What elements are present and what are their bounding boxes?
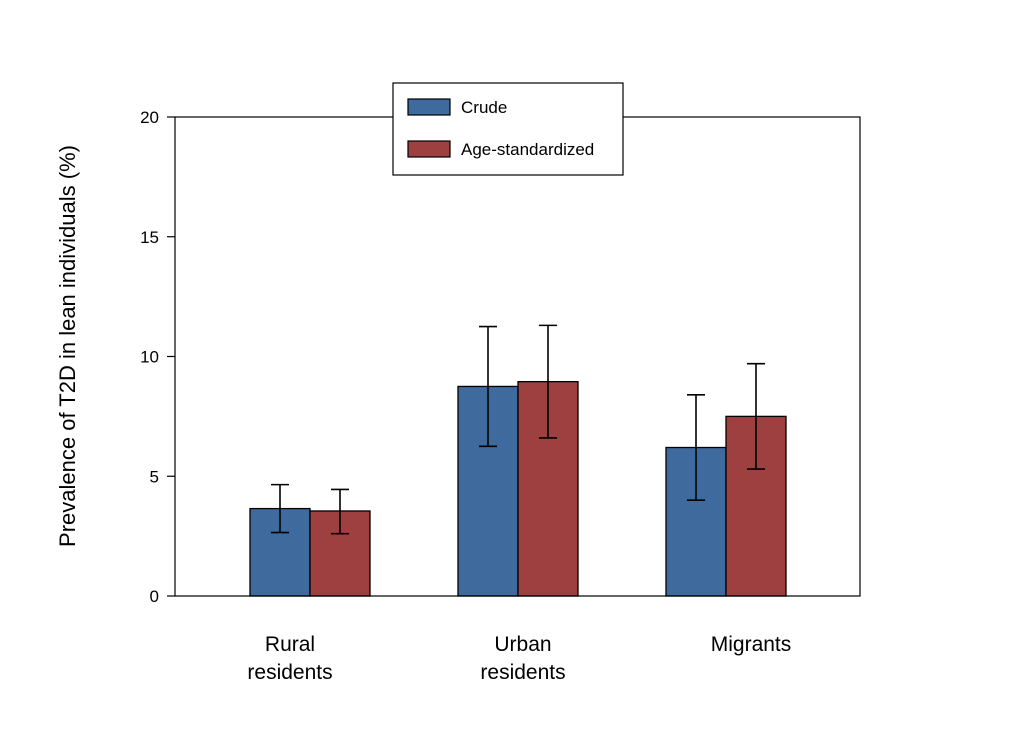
x-tick-label-line: Urban [494,633,551,656]
y-tick-label: 20 [140,108,159,127]
legend-swatch [407,140,451,158]
legend-label: Age-standardized [461,140,594,159]
y-tick-label: 10 [140,348,159,367]
x-tick-label: Urban residents [480,633,565,684]
chart-marks [249,324,787,597]
y-axis-title: Prevalence of T2D in lean individuals (%… [55,145,80,547]
x-tick-label-line: residents [480,661,565,684]
x-tick-label-line: residents [247,661,332,684]
legend: Crude Age-standardized [392,82,624,176]
y-tick-label: 0 [150,587,159,606]
y-tick-label: 5 [150,467,159,486]
y-axis: 0 5 10 15 20 [140,108,175,606]
x-tick-label: Migrants [711,633,792,656]
x-axis-labels: Rural residents Urban residents Migrants [247,633,791,684]
x-tick-label: Rural residents [247,633,332,684]
legend-label: Crude [461,98,507,117]
legend-box [392,82,624,176]
legend-swatch [407,98,451,116]
y-tick-label: 15 [140,228,159,247]
x-tick-label-line: Migrants [711,633,792,656]
x-tick-label-line: Rural [265,633,315,656]
